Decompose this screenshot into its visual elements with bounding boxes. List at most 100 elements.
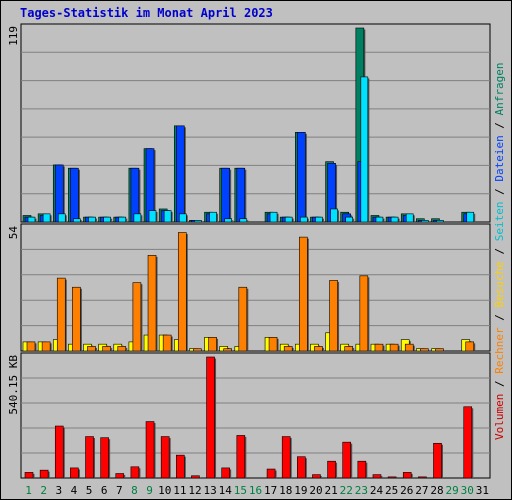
bar-volumen [115, 473, 125, 479]
bar-rechner [102, 346, 111, 352]
bar-seiten [133, 213, 142, 223]
x-tick-label: 19 [294, 484, 307, 497]
bar-seiten [178, 213, 187, 223]
legend-dateien: Dateien [493, 135, 506, 182]
bar-volumen [145, 421, 155, 479]
legend-separator: / [493, 241, 506, 262]
bar-volumen [100, 437, 109, 479]
bar-rechner [162, 334, 172, 352]
x-tick-label: 22 [340, 484, 353, 497]
x-axis-labels: 1 2 3 4 5 6 7 8 9 10 11 12 13 14 15 16 17 18 19 20 21 22 23 24 2… [25, 484, 489, 497]
x-tick-label: 28 [430, 484, 443, 497]
x-tick-label: 9 [146, 484, 153, 497]
bar-rechner [223, 348, 232, 352]
legend-separator: / [493, 115, 506, 136]
bar-dateien [70, 167, 79, 223]
bar-seiten [239, 218, 248, 223]
x-tick-label: 5 [86, 484, 93, 497]
bar-rechner [72, 286, 81, 352]
x-tick-label: 21 [325, 484, 338, 497]
legend-besuche: Besuche [493, 261, 506, 308]
legend-separator: / [493, 307, 506, 328]
bar-rechner [177, 232, 187, 352]
bar-volumen [463, 406, 473, 479]
x-tick-label: 13 [203, 484, 216, 497]
bar-rechner [465, 341, 475, 352]
x-tick-label: 6 [101, 484, 108, 497]
x-tick-label: 23 [355, 484, 368, 497]
bar-volumen [54, 425, 64, 479]
bar-seiten [57, 213, 66, 223]
x-tick-label: 18 [279, 484, 292, 497]
bar-rechner [238, 286, 248, 352]
bar-volumen [191, 475, 200, 479]
bar-rechner [435, 348, 444, 352]
bar-dateien [236, 167, 246, 223]
bar-volumen [160, 436, 170, 479]
bar-seiten [118, 216, 127, 223]
bar-seiten [300, 216, 308, 223]
bar-seiten [103, 216, 111, 223]
bar-rechner [268, 337, 278, 352]
bar-rechner [87, 346, 96, 352]
bar-rechner [359, 275, 369, 352]
bar-rechner [117, 346, 127, 352]
bar-volumen [175, 454, 185, 479]
ymax-label-bottom: 540.15 KB [7, 355, 20, 415]
panel-frame-middle [20, 223, 491, 352]
bar-seiten [466, 211, 475, 223]
bar-marks [22, 27, 476, 479]
panel-frame-top [20, 23, 491, 223]
bar-seiten [209, 211, 217, 223]
bar-rechner [344, 346, 354, 352]
bar-volumen [24, 472, 34, 479]
bar-seiten [163, 210, 172, 223]
x-tick-label: 27 [415, 484, 428, 497]
x-tick-label: 1 [25, 484, 32, 497]
bar-seiten [42, 213, 51, 223]
legend-volumen: Volumen [493, 393, 506, 440]
bar-rechner [420, 348, 429, 352]
x-tick-label: 16 [249, 484, 262, 497]
legend-seiten: Seiten [493, 201, 506, 242]
bar-volumen [281, 436, 291, 479]
x-tick-label: 2 [40, 484, 47, 497]
legend-anfragen: Anfragen [493, 62, 506, 116]
bar-volumen [297, 456, 306, 479]
bar-volumen [433, 442, 442, 479]
bar-seiten [375, 216, 384, 223]
bar-volumen [221, 467, 230, 479]
bar-rechner [283, 346, 293, 352]
bar-dateien [175, 125, 185, 223]
bar-rechner [314, 346, 323, 352]
bar-rechner [389, 343, 399, 352]
bar-seiten [88, 216, 96, 223]
x-tick-label: 3 [56, 484, 63, 497]
bar-rechner [132, 282, 142, 352]
bar-rechner [56, 277, 66, 352]
bar-seiten [27, 216, 36, 223]
bar-volumen [357, 460, 367, 479]
x-tick-label: 26 [400, 484, 413, 497]
y-axis-labels: 119 54 540.15 KB [7, 26, 20, 415]
bar-volumen [206, 356, 215, 479]
x-tick-label: 12 [188, 484, 201, 497]
bar-volumen [85, 436, 94, 479]
x-tick-label: 24 [370, 484, 384, 497]
bar-rechner [329, 280, 338, 352]
bar-seiten [284, 216, 293, 223]
bar-dateien [54, 164, 64, 223]
bar-seiten [421, 220, 429, 223]
x-tick-label: 15 [234, 484, 247, 497]
bar-rechner [147, 255, 157, 352]
legend-separator: / [493, 373, 506, 394]
bar-seiten [73, 218, 81, 223]
bar-seiten [148, 210, 157, 223]
legend-vertical: Volumen / Rechner / Besuche / Seiten / D… [490, 62, 510, 440]
ymax-label-middle: 54 [7, 226, 20, 240]
chart-title: Tages-Statistik im Monat April 2023 [20, 6, 273, 20]
bar-volumen [418, 476, 427, 479]
bar-rechner [208, 337, 217, 352]
x-tick-label: 31 [476, 484, 489, 497]
